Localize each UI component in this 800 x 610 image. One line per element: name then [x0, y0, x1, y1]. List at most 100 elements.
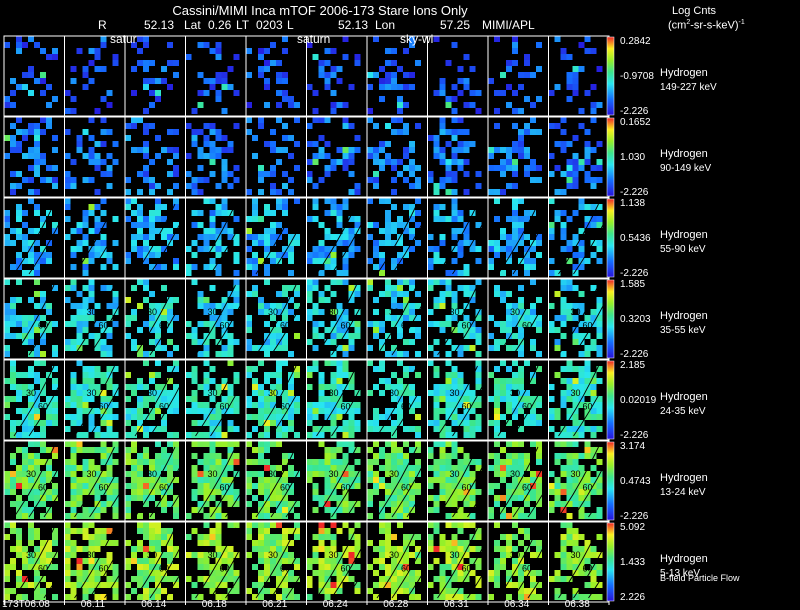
pixel-cell: [500, 447, 506, 453]
pixel-cell: [100, 483, 107, 489]
pixel-cell: [258, 594, 264, 600]
pixel-cell: [385, 540, 391, 546]
pixel-cell: [427, 258, 434, 264]
pixel-cell: [578, 483, 585, 489]
pixel-cell: [143, 402, 149, 408]
pixel-cell: [367, 426, 373, 432]
pixel-cell: [70, 108, 77, 114]
pixel-cell: [463, 171, 470, 177]
pixel-cell: [336, 372, 343, 378]
pixel-cell: [318, 432, 325, 438]
pixel-cell: [578, 534, 585, 540]
pixel-cell: [173, 315, 179, 321]
image-panel: [64, 36, 119, 114]
pixel-cell: [227, 489, 234, 495]
pixel-cell: [572, 483, 579, 489]
pixel-cell: [457, 489, 464, 495]
pixel-cell: [342, 117, 349, 123]
pixel-cell: [336, 441, 343, 447]
pixel-cell: [560, 546, 567, 552]
pixel-cell: [28, 129, 34, 135]
pixel-cell: [373, 147, 379, 153]
pixel-cell: [409, 594, 415, 600]
contour-label: 30: [450, 307, 460, 317]
contour-label: 60: [341, 321, 351, 331]
pixel-cell: [100, 564, 107, 570]
pixel-cell: [203, 360, 210, 366]
pixel-cell: [403, 204, 409, 210]
pixel-cell: [409, 42, 415, 48]
pixel-cell: [409, 552, 415, 558]
pixel-cell: [282, 453, 288, 459]
pixel-cell: [391, 165, 397, 171]
pixel-cell: [306, 297, 313, 303]
pixel-cell: [16, 552, 22, 558]
pixel-cell: [494, 291, 500, 297]
pixel-cell: [379, 360, 385, 366]
pixel-cell: [282, 36, 288, 42]
pixel-cell: [209, 141, 216, 147]
pixel-cell: [439, 408, 446, 414]
pixel-cell: [379, 564, 385, 570]
contour-line: [28, 284, 70, 356]
pixel-cell: [578, 594, 585, 600]
pixel-cell: [40, 177, 46, 183]
pixel-cell: [209, 333, 216, 339]
pixel-cell: [252, 153, 258, 159]
pixel-cell: [488, 372, 494, 378]
pixel-cell: [22, 489, 28, 495]
pixel-cell: [330, 546, 337, 552]
pixel-cell: [536, 501, 542, 507]
pixel-cell: [4, 576, 10, 582]
pixel-cell: [312, 360, 319, 366]
pixel-cell: [112, 303, 119, 309]
pixel-cell: [560, 129, 567, 135]
pixel-cell: [221, 513, 228, 519]
contour-line: [74, 365, 115, 437]
pixel-cell: [518, 594, 524, 600]
pixel-cell: [64, 177, 71, 183]
pixel-cell: [524, 171, 530, 177]
pixel-cell: [409, 309, 415, 315]
pixel-cell: [227, 522, 234, 528]
pixel-cell: [506, 495, 512, 501]
pixel-cell: [348, 552, 355, 558]
pixel-cell: [512, 546, 518, 552]
pixel-cell: [264, 441, 270, 447]
pixel-cell: [451, 489, 458, 495]
pixel-cell: [288, 501, 294, 507]
pixel-cell: [451, 477, 458, 483]
pixel-cell: [288, 408, 294, 414]
pixel-cell: [155, 210, 161, 216]
pixel-cell: [221, 309, 228, 315]
pixel-cell: [318, 396, 325, 402]
pixel-cell: [457, 309, 464, 315]
pixel-cell: [16, 570, 22, 576]
pixel-cell: [161, 204, 167, 210]
pixel-cell: [330, 477, 337, 483]
pixel-cell: [28, 390, 34, 396]
pixel-cell: [427, 546, 434, 552]
contour-line: [255, 527, 297, 599]
pixel-cell: [221, 582, 228, 588]
pixel-cell: [82, 366, 89, 372]
pixel-cell: [397, 84, 403, 90]
pixel-cell: [70, 384, 77, 390]
pixel-cell: [40, 258, 46, 264]
pixel-cell: [451, 570, 458, 576]
pixel-cell: [512, 360, 518, 366]
pixel-cell: [524, 129, 530, 135]
contour-line: [558, 527, 599, 599]
pixel-cell: [100, 396, 107, 402]
pixel-cell: [10, 558, 16, 564]
pixel-cell: [143, 564, 149, 570]
pixel-cell: [409, 315, 415, 321]
pixel-cell: [197, 90, 204, 96]
pixel-cell: [197, 297, 204, 303]
pixel-cell: [34, 582, 40, 588]
pixel-cell: [264, 402, 270, 408]
pixel-cell: [246, 489, 252, 495]
pixel-cell: [167, 528, 173, 534]
